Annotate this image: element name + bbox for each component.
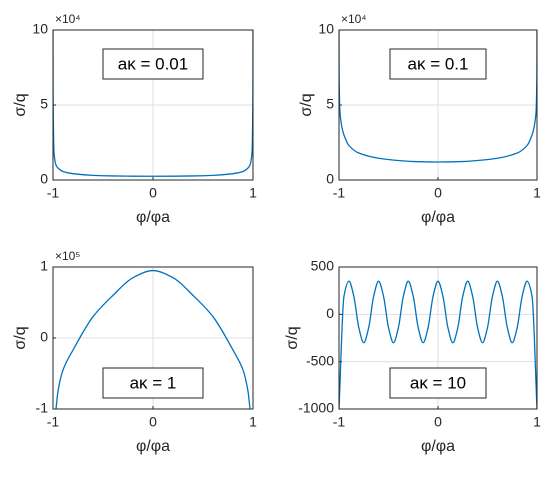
x-tick-label: 1 <box>249 414 257 430</box>
x-tick-label: -1 <box>47 185 60 201</box>
annotation-box <box>102 367 204 399</box>
y-axis-label: σ/q <box>298 93 315 116</box>
data-line <box>339 280 537 409</box>
annotation-box <box>389 48 487 80</box>
annotation-box <box>389 367 487 399</box>
scale-label: ×10⁴ <box>55 12 81 26</box>
scale-label: ×10⁵ <box>55 249 80 263</box>
x-axis-label: φ/φa <box>421 438 455 455</box>
x-axis-label: φ/φa <box>136 438 170 455</box>
data-line <box>55 269 251 409</box>
x-tick-label: 1 <box>249 185 257 201</box>
y-tick-label: -1 <box>36 400 49 416</box>
y-tick-label: 500 <box>311 258 335 274</box>
x-tick-label: -1 <box>47 414 60 430</box>
axes-frame <box>338 29 538 181</box>
x-axis-label: φ/φa <box>421 209 455 226</box>
axes-frame <box>52 29 254 181</box>
y-tick-label: -1000 <box>298 400 334 416</box>
y-axis-label: σ/q <box>12 326 29 349</box>
y-axis-label: σ/q <box>284 326 301 349</box>
scale-label: ×10⁴ <box>341 12 367 26</box>
y-tick-label: 10 <box>318 21 334 37</box>
annotation: aκ = 10 <box>410 373 466 392</box>
annotation: aκ = 1 <box>130 373 177 392</box>
axes-frame <box>52 266 254 410</box>
x-tick-label: 0 <box>149 414 157 430</box>
y-tick-label: 5 <box>326 96 334 112</box>
x-tick-label: -1 <box>333 414 346 430</box>
data-line <box>53 30 253 177</box>
y-tick-label: 1 <box>40 258 48 274</box>
x-tick-label: 0 <box>434 414 442 430</box>
y-tick-label: 0 <box>40 329 48 345</box>
data-line <box>339 30 537 163</box>
annotation-box <box>102 48 204 80</box>
x-tick-label: 0 <box>149 185 157 201</box>
y-tick-label: 5 <box>40 96 48 112</box>
y-tick-label: 0 <box>40 171 48 187</box>
y-tick-label: 0 <box>326 171 334 187</box>
annotation: aκ = 0.01 <box>118 54 188 73</box>
x-tick-label: 1 <box>533 185 541 201</box>
axes-frame <box>338 266 538 410</box>
y-tick-label: 10 <box>32 21 48 37</box>
y-tick-label: -500 <box>306 352 334 368</box>
x-tick-label: 0 <box>434 185 442 201</box>
x-axis-label: φ/φa <box>136 209 170 226</box>
x-tick-label: -1 <box>333 185 346 201</box>
y-axis-label: σ/q <box>12 93 29 116</box>
x-tick-label: 1 <box>533 414 541 430</box>
y-tick-label: 0 <box>326 305 334 321</box>
annotation: aκ = 0.1 <box>408 54 469 73</box>
